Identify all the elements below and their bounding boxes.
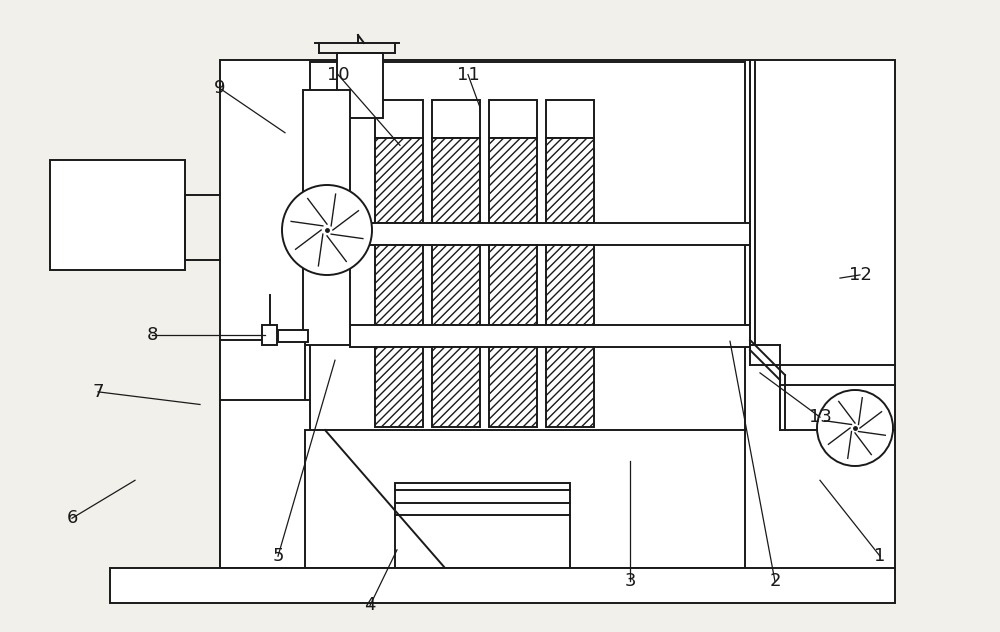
Bar [305,430,745,568]
Text: 10: 10 [327,66,349,83]
Text: 7: 7 [92,383,104,401]
Bar [489,245,537,325]
Text: 9: 9 [214,80,226,97]
Bar [546,100,594,138]
Bar [432,138,480,223]
Text: 12: 12 [849,266,871,284]
Bar [110,568,895,603]
Text: 5: 5 [272,547,284,565]
Bar [432,100,480,138]
Text: 11: 11 [457,66,479,83]
Bar [337,53,383,118]
Text: 6: 6 [66,509,78,527]
Bar [278,330,308,342]
Bar [375,245,423,325]
Bar [220,340,305,570]
Bar [546,138,594,223]
Bar [375,100,423,138]
Text: 3: 3 [624,573,636,590]
Bar [432,245,480,325]
Bar [50,160,185,270]
Bar [220,400,310,568]
Bar [350,325,750,347]
Bar [395,483,570,568]
Bar [350,223,750,245]
Bar [262,325,277,345]
Bar [220,60,895,570]
Bar [489,100,537,138]
Bar [546,347,594,427]
Bar [489,138,537,223]
Text: 1: 1 [874,547,886,565]
Bar [375,138,423,223]
Bar [375,347,423,427]
Text: 4: 4 [364,597,376,614]
Bar [432,347,480,427]
Bar [303,90,350,345]
Circle shape [282,185,372,275]
Bar [310,62,745,437]
Text: 8: 8 [146,326,158,344]
Text: 13: 13 [809,408,831,426]
Bar [546,245,594,325]
Bar [489,347,537,427]
Text: 2: 2 [769,573,781,590]
Circle shape [817,390,893,466]
